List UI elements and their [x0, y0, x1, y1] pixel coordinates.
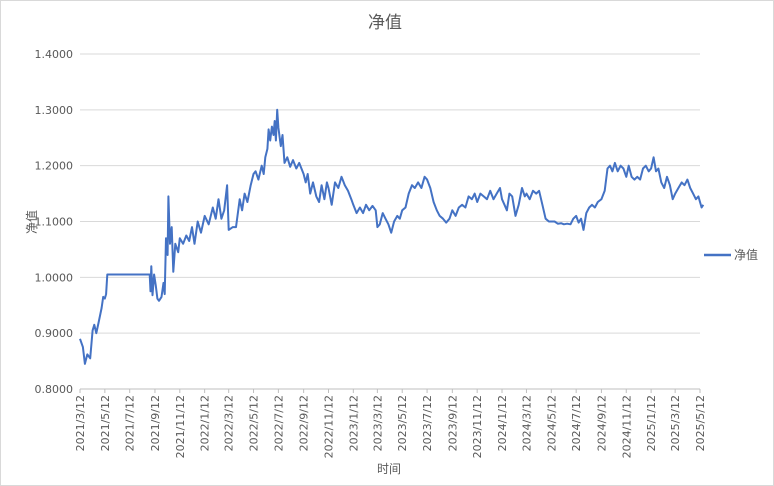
x-tick-label: 2021/11/12	[174, 395, 187, 458]
y-tick-label: 0.9000	[35, 327, 74, 340]
x-tick-label: 2024/3/12	[520, 395, 533, 451]
x-tick-label: 2025/5/12	[694, 395, 707, 451]
y-tick-label: 1.4000	[35, 48, 74, 61]
x-tick-label: 2024/9/12	[595, 395, 608, 451]
x-tick-label: 2023/3/12	[371, 395, 384, 451]
x-tick-label: 2024/5/12	[545, 395, 558, 451]
x-tick-label: 2022/5/12	[248, 395, 261, 451]
x-tick-label: 2022/7/12	[272, 395, 285, 451]
x-tick-label: 2023/5/12	[396, 395, 409, 451]
legend: 净值	[704, 247, 758, 262]
y-tick-label: 1.1000	[35, 216, 74, 229]
x-tick-label: 2024/7/12	[570, 395, 583, 451]
y-tick-label: 1.2000	[35, 160, 74, 173]
gridlines	[80, 53, 700, 390]
x-tick-label: 2022/9/12	[298, 395, 311, 451]
x-tick-label: 2022/1/12	[199, 395, 212, 451]
x-tick-label: 2025/1/12	[645, 395, 658, 451]
series-line-net-value	[79, 108, 705, 365]
x-tick-label: 2023/1/12	[347, 395, 360, 451]
y-axis: 0.8000 0.9000 1.0000 1.1000 1.2000 1.3000 1.40…	[35, 48, 74, 396]
x-axis-title: 时间	[377, 462, 401, 476]
x-tick-label: 2025/3/12	[669, 395, 682, 451]
x-tick-label: 2023/11/12	[471, 395, 484, 458]
y-tick-label: 1.3000	[35, 104, 74, 117]
y-axis-title: 净值	[24, 210, 39, 234]
chart-title: 净值	[368, 13, 402, 33]
x-tick-label: 2021/9/12	[149, 395, 162, 451]
x-tick-label: 2022/11/12	[322, 395, 335, 458]
x-tick-label: 2021/5/12	[99, 395, 112, 451]
x-tick-label: 2022/3/12	[223, 395, 236, 451]
x-axis: 2021/3/12 2021/5/12 2021/7/12 2021/9/12 2021…	[74, 389, 707, 458]
x-tick-label: 2024/11/12	[620, 395, 633, 458]
y-tick-label: 0.8000	[35, 383, 74, 396]
y-tick-label: 1.0000	[35, 271, 74, 284]
x-tick-label: 2023/9/12	[446, 395, 459, 451]
x-tick-label: 2023/7/12	[421, 395, 434, 451]
x-tick-label: 2021/3/12	[74, 395, 87, 451]
x-tick-label: 2021/7/12	[124, 395, 137, 451]
legend-label: 净值	[734, 247, 758, 262]
x-tick-label: 2024/1/12	[496, 395, 509, 451]
